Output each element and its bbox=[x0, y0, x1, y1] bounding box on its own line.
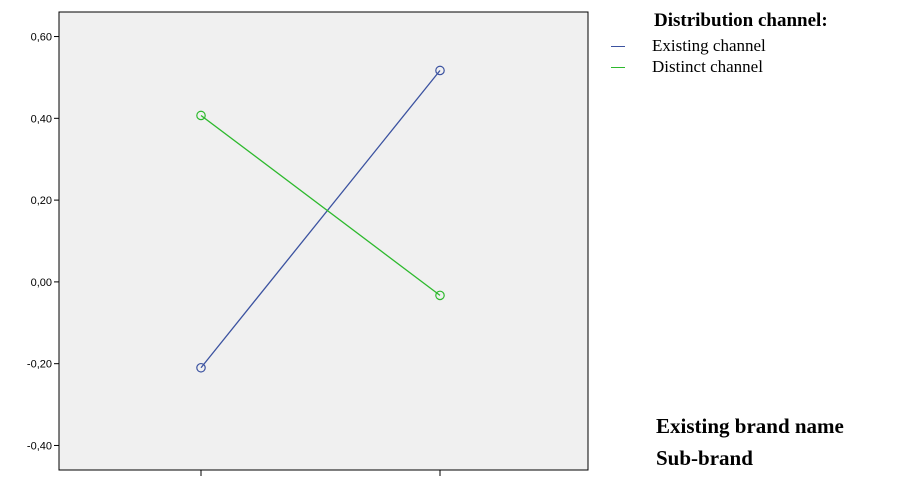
x-axis bbox=[200, 470, 441, 476]
y-tick-label: 0,40 bbox=[31, 113, 52, 125]
legend-swatch-distinct bbox=[611, 67, 625, 68]
y-tick-label: -0,20 bbox=[27, 359, 52, 371]
legend-label-existing: Existing channel bbox=[652, 36, 766, 55]
legend-label-distinct: Distinct channel bbox=[652, 57, 763, 76]
y-tick-label: 0,60 bbox=[31, 32, 52, 44]
series-line-0 bbox=[200, 70, 441, 369]
category-label-sub-brand: Sub-brand bbox=[656, 446, 753, 470]
data-point bbox=[196, 110, 206, 121]
plot-area bbox=[58, 11, 589, 471]
category-label-existing-brand: Existing brand name bbox=[656, 414, 844, 438]
y-tick-label: 0,20 bbox=[31, 195, 52, 207]
data-point bbox=[435, 65, 445, 76]
legend-title: Distribution channel: bbox=[654, 10, 828, 31]
data-point bbox=[435, 290, 445, 301]
series-markers bbox=[196, 65, 445, 373]
y-axis: -0,40 -0,20 0,00 0,20 0,40 0,60 bbox=[27, 32, 59, 452]
data-point bbox=[196, 362, 206, 373]
legend-swatch-existing bbox=[611, 46, 625, 47]
series-line-1 bbox=[200, 114, 441, 296]
series-lines bbox=[200, 70, 441, 369]
y-tick-label: 0,00 bbox=[31, 277, 52, 289]
y-tick-label: -0,40 bbox=[27, 440, 52, 452]
